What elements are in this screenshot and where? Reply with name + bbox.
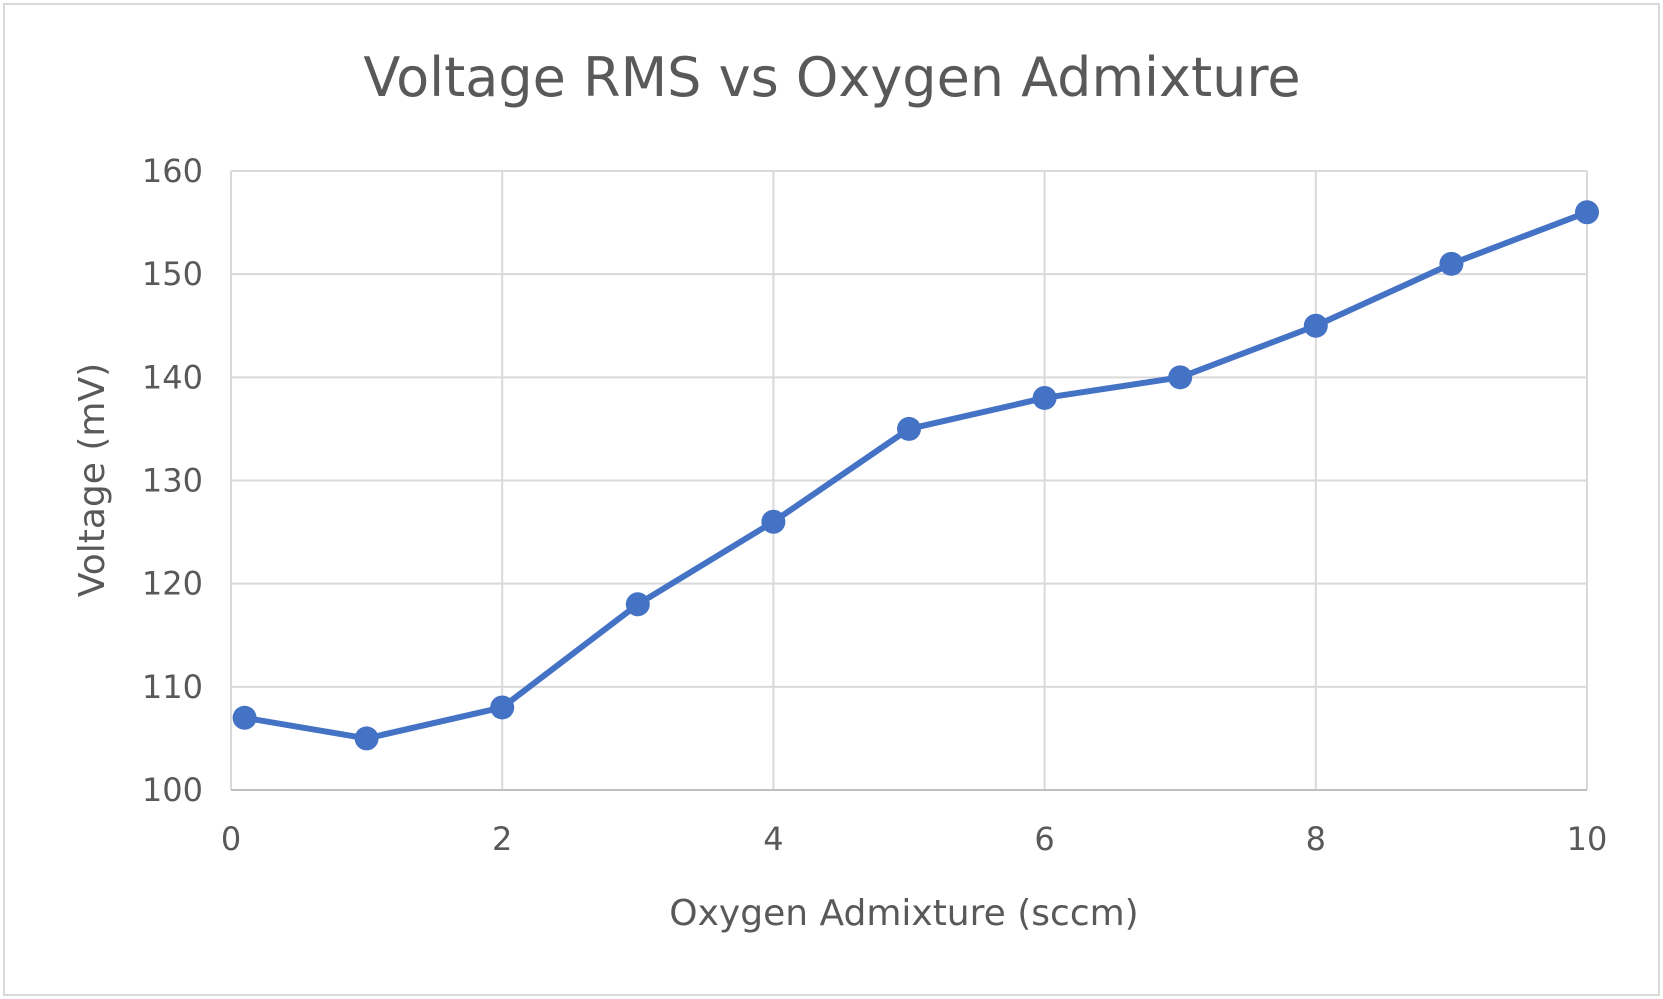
data-point-marker xyxy=(232,705,257,730)
data-point-marker xyxy=(354,726,379,751)
x-tick-label: 8 xyxy=(1306,820,1326,858)
y-tick-label: 110 xyxy=(142,668,203,706)
series-line xyxy=(241,209,1590,742)
chart-area xyxy=(3,3,1660,996)
data-point-marker xyxy=(490,695,515,720)
data-point-marker xyxy=(897,416,921,441)
y-tick-label: 100 xyxy=(142,771,203,809)
x-tick-label: 2 xyxy=(492,820,512,858)
y-tick-label: 120 xyxy=(142,565,203,603)
y-tick-label: 140 xyxy=(142,358,203,396)
x-tick-label: 6 xyxy=(1034,820,1054,858)
data-point-marker xyxy=(1575,200,1599,225)
gridlines xyxy=(230,170,1588,790)
chart-title: Voltage RMS vs Oxygen Admixture xyxy=(363,46,1300,109)
data-point-marker xyxy=(625,592,650,617)
x-axis-ticks: 0 2 4 6 8 10 xyxy=(221,820,1608,858)
y-tick-label: 160 xyxy=(142,152,203,190)
x-axis-title: Oxygen Admixture (sccm) xyxy=(669,893,1138,934)
y-axis-ticks: 100 110 120 130 140 150 160 xyxy=(142,152,203,809)
y-tick-label: 130 xyxy=(142,462,203,500)
data-point-marker xyxy=(1032,385,1057,410)
x-tick-label: 4 xyxy=(763,820,783,858)
data-point-marker xyxy=(1439,251,1464,276)
series-layer xyxy=(232,200,1599,751)
data-point-marker xyxy=(1303,313,1328,338)
data-point-marker xyxy=(761,509,786,534)
y-tick-label: 150 xyxy=(142,255,203,293)
data-point-marker xyxy=(1168,365,1193,390)
x-tick-label: 0 xyxy=(221,820,241,858)
y-axis-title: Voltage (mV) xyxy=(72,363,113,597)
x-tick-label: 10 xyxy=(1567,820,1608,858)
